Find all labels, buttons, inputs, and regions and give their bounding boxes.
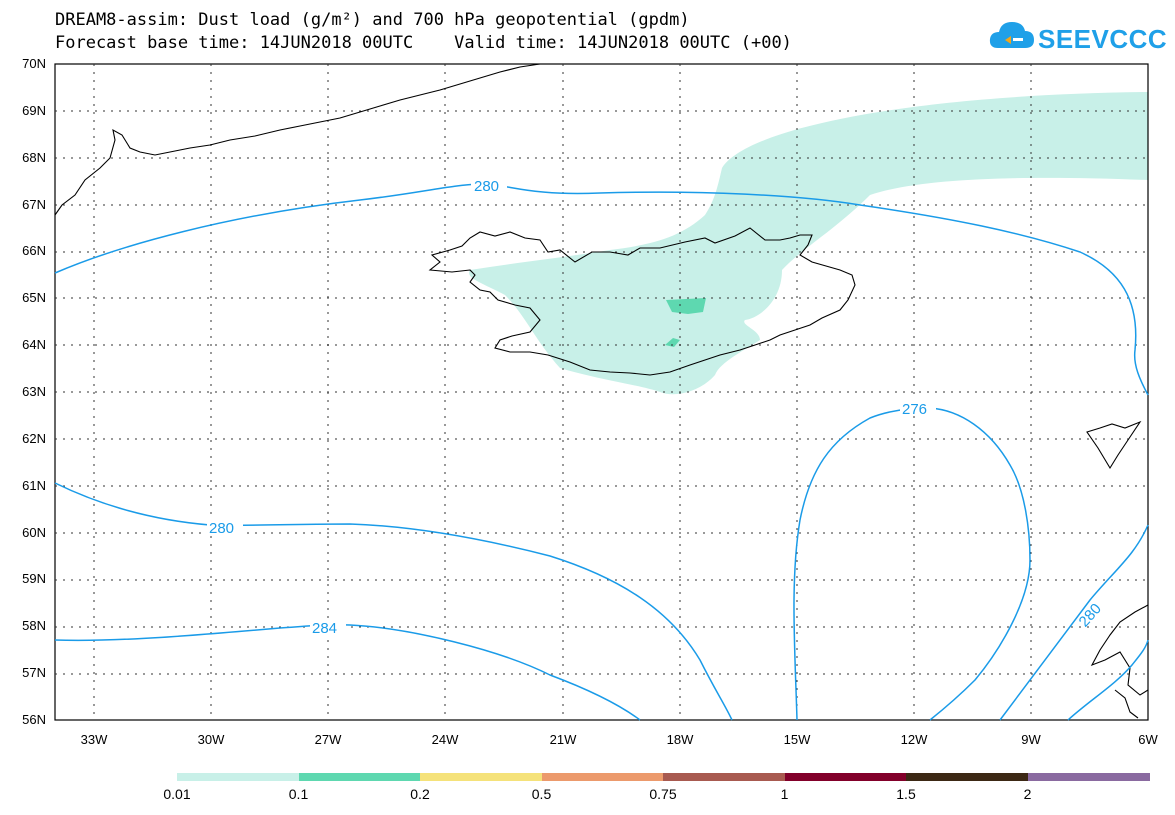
latitude-label: 70N [22,56,46,71]
longitude-label: 9W [1021,732,1041,747]
latitude-label: 57N [22,665,46,681]
contour-labels: 280 280 284 276 280 [207,177,1105,637]
coastlines [54,63,1149,719]
grid-lines [55,64,1148,720]
contour-284 [54,623,641,721]
legend-tick-label: 1.5 [896,786,916,802]
contour-280-east [999,524,1149,721]
legend-tick-label: 0.01 [163,786,191,802]
longitude-label: 6W [1138,732,1158,747]
latitude-label: 58N [22,618,46,634]
latitude-label: 62N [22,430,46,446]
greenland-coast [54,63,541,216]
dust-patch-mid-2 [665,338,680,347]
longitude-label: 21W [549,732,577,747]
contour-label-north-280: 280 [474,178,499,195]
latitude-label: 68N [22,149,46,165]
longitude-label: 27W [314,732,342,747]
longitude-label: 24W [431,732,459,747]
contour-label-south-280: 280 [209,520,234,537]
legend-tick-label: 2 [1023,786,1032,802]
faroe-coast [1086,420,1142,470]
contour-label-276: 276 [902,401,927,418]
legend-color-segment [177,773,299,781]
contour-276 [793,407,1031,721]
legend-color-segment [420,773,542,781]
legend-tick-label: 0.1 [288,786,309,802]
legend-tick-label: 0.75 [649,786,677,802]
longitude-label: 12W [900,732,928,747]
latitude-label: 65N [22,290,46,306]
hebrides-coast [1114,689,1139,719]
legend-tick-label: 1 [780,786,789,802]
logo-text: SEEVCCC [1038,24,1168,54]
scotland-coast [1090,604,1149,696]
contour-label-284: 284 [312,620,337,637]
latitude-label: 66N [22,243,46,259]
latitude-label: 63N [22,384,46,399]
legend-tick-label: 0.2 [410,786,430,802]
cloud-icon [989,22,1034,48]
latitude-label: 69N [22,102,46,118]
latitude-label: 64N [22,337,46,353]
longitude-label: 30W [197,732,225,747]
longitude-label: 33W [80,732,108,747]
legend-color-segment [663,773,785,781]
dust-patch-mid-1 [666,298,706,314]
map-subtitle: Forecast base time: 14JUN2018 00UTC Vali… [55,33,792,53]
latitude-label: 60N [22,524,46,540]
contour-280-north [54,183,1149,396]
latitude-label: 59N [22,571,46,587]
legend-color-segment [541,773,664,781]
legend-color-segment [298,773,421,781]
legend-color-segment [906,773,1028,781]
contours [54,183,1149,721]
latitude-label: 56N [22,712,46,727]
longitude-label: 18W [666,732,694,747]
iceland-coast [428,227,856,376]
seevccc-logo: SEEVCCC [988,18,1167,58]
contour-label-east-280: 280 [1076,600,1105,630]
latitude-label: 67N [22,196,46,212]
legend-tick-label: 0.5 [531,786,552,802]
contour-284-east [1067,639,1149,721]
legend-color-segment [784,773,907,781]
map-title: DREAM8-assim: Dust load (g/m²) and 700 h… [55,10,690,30]
legend-color-segment [1027,773,1150,781]
contour-280-south [54,482,733,721]
latitude-label: 61N [22,477,46,493]
longitude-label: 15W [783,732,811,747]
